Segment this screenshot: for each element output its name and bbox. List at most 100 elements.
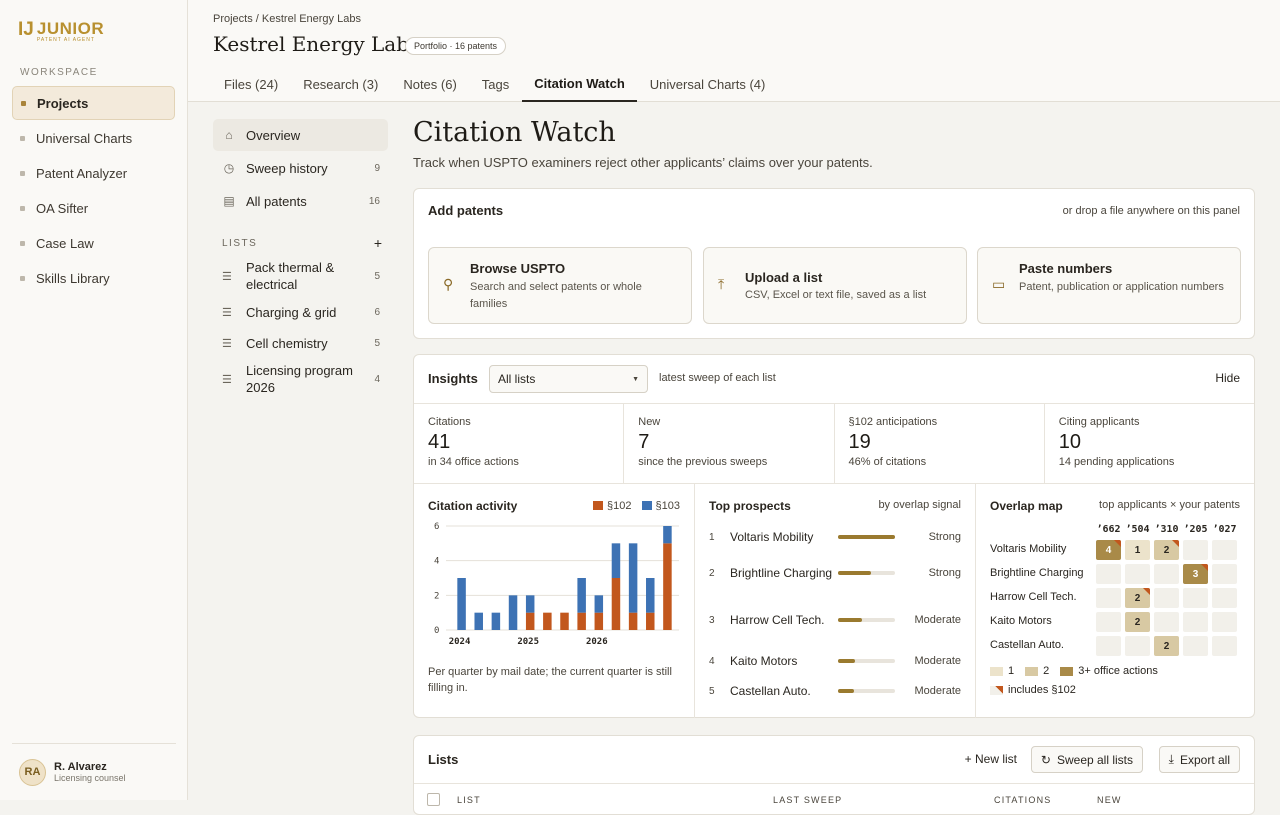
prospect-row[interactable]: 5 Castellan Auto. Moderate — [709, 682, 961, 700]
overlap-cell-value: 2 — [1134, 592, 1141, 604]
sweep-all-button[interactable]: ↻ Sweep all lists — [1030, 746, 1143, 773]
102-marker-icon — [1172, 540, 1179, 547]
upload-list-card[interactable]: ⤒ Upload a list CSV, Excel or text file,… — [703, 247, 967, 324]
102-marker-icon — [1143, 588, 1150, 595]
export-all-button[interactable]: ⤓ Export all — [1158, 746, 1240, 773]
list-item-charging-grid[interactable]: ☰ Charging & grid 6 — [213, 300, 388, 324]
column-header[interactable]: NEW — [1097, 795, 1122, 805]
subnav-all-patents[interactable]: ▤ All patents 16 — [213, 185, 388, 217]
subnav-sweep-history[interactable]: ◷ Sweep history 9 — [213, 152, 388, 184]
tab-files[interactable]: Files (24) — [224, 76, 279, 92]
tab-tags[interactable]: Tags — [481, 76, 510, 92]
lists-header: LISTS + — [213, 235, 388, 251]
overlap-cell — [1212, 612, 1237, 632]
prospect-row[interactable]: 2 Brightline Charging Strong — [709, 564, 961, 582]
tab-notes[interactable]: Notes (6) — [403, 76, 457, 92]
bullet-icon — [20, 240, 25, 246]
overlap-cell[interactable]: 2 — [1125, 588, 1150, 608]
lists-label: LISTS — [222, 237, 258, 249]
card-title: Paste numbers — [1019, 261, 1113, 276]
overlap-cell[interactable]: 1 — [1125, 540, 1150, 560]
102-marker-icon — [1201, 564, 1208, 571]
chevron-down-icon: ▼ — [632, 376, 639, 383]
project-header: Projects / Kestrel Energy Labs Kestrel E… — [188, 0, 1280, 102]
prospect-signal: Strong — [928, 531, 961, 543]
overlap-cell[interactable]: 3 — [1183, 564, 1208, 584]
stat-sub: 46% of citations — [848, 456, 927, 468]
sidebar-item-universal-charts[interactable]: Universal Charts — [12, 121, 175, 155]
list-item-licensing-program[interactable]: ☰ Licensing program 2026 4 — [213, 362, 388, 396]
legend-label: §102 — [607, 500, 632, 512]
stat-102-anticipations: §102 anticipations 19 46% of citations — [835, 404, 1045, 483]
y-tick-label: 6 — [434, 522, 439, 532]
overlap-cell — [1096, 612, 1121, 632]
list-item-label: Cell chemistry — [246, 335, 328, 351]
workspace-nav: Projects Universal Charts Patent Analyze… — [12, 86, 175, 296]
overlap-cell[interactable]: 4 — [1096, 540, 1121, 560]
column-header[interactable]: LIST — [457, 795, 481, 805]
hide-insights-button[interactable]: Hide — [1215, 371, 1240, 385]
legend-item-102: §102 — [593, 500, 632, 512]
clipboard-icon: ▭ — [992, 276, 1006, 292]
add-patents-title: Add patents — [428, 203, 504, 218]
user-profile[interactable]: RA R. Alvarez Licensing counsel — [12, 743, 176, 800]
sidebar-item-patent-analyzer[interactable]: Patent Analyzer — [12, 156, 175, 190]
stat-value: 10 — [1058, 431, 1081, 453]
breadcrumb[interactable]: Projects / Kestrel Energy Labs — [213, 13, 361, 25]
column-header[interactable]: CITATIONS — [994, 795, 1052, 805]
prospect-row[interactable]: 3 Harrow Cell Tech. Moderate — [709, 611, 961, 629]
add-list-button[interactable]: + — [373, 235, 382, 251]
select-value: All lists — [498, 372, 536, 386]
list-item-pack-thermal[interactable]: ☰ Pack thermal & electrical 5 — [213, 259, 388, 293]
stat-label: New — [638, 416, 661, 428]
sidebar-item-projects[interactable]: Projects — [12, 86, 175, 120]
overlap-cell-value: 2 — [1163, 640, 1170, 652]
overlap-cell — [1096, 636, 1121, 656]
bar-102 — [628, 612, 638, 630]
legend-swatch — [641, 501, 652, 510]
list-filter-select[interactable]: All lists ▼ — [489, 365, 648, 393]
sidebar-item-case-law[interactable]: Case Law — [12, 226, 175, 260]
tab-universal-charts[interactable]: Universal Charts (4) — [649, 76, 766, 92]
column-header[interactable]: LAST SWEEP — [773, 795, 843, 805]
stat-sub: in 34 office actions — [428, 456, 519, 468]
tab-research[interactable]: Research (3) — [303, 76, 379, 92]
junior-logo[interactable]: IJ JUNIOR PATENT AI AGENT — [18, 20, 104, 44]
project-title: Kestrel Energy Labs — [213, 32, 420, 56]
add-patents-panel[interactable]: Add patents or drop a file anywhere on t… — [413, 188, 1255, 339]
overlap-cell-value: 3 — [1192, 568, 1199, 580]
subnav-overview[interactable]: ⌂ Overview — [213, 119, 388, 151]
prospect-row[interactable]: 4 Kaito Motors Moderate — [709, 652, 961, 670]
new-list-button[interactable]: + New list — [964, 752, 1017, 766]
prospect-name: Voltaris Mobility — [730, 530, 814, 544]
overlap-cell[interactable]: 2 — [1154, 540, 1179, 560]
browse-uspto-card[interactable]: ⚲ Browse USPTO Search and select patents… — [428, 247, 692, 324]
workspace-label: WORKSPACE — [20, 67, 98, 78]
sidebar-item-oa-sifter[interactable]: OA Sifter — [12, 191, 175, 225]
bar-102 — [560, 612, 569, 630]
prospect-rank: 4 — [709, 655, 715, 667]
legend-label: 1 — [1008, 665, 1015, 677]
overlap-cell[interactable]: 2 — [1125, 612, 1150, 632]
overlap-cell — [1183, 588, 1208, 608]
list-item-label: Pack thermal & electrical — [246, 260, 335, 292]
sidebar-item-skills-library[interactable]: Skills Library — [12, 261, 175, 295]
card-description: CSV, Excel or text file, saved as a list — [745, 289, 927, 301]
legend-label: includes §102 — [1008, 684, 1076, 696]
card-description: Patent, publication or application numbe… — [1019, 281, 1224, 293]
overlap-column-header: ’027 — [1212, 524, 1237, 535]
tab-citation-watch[interactable]: Citation Watch — [522, 66, 637, 102]
stat-value: 19 — [848, 431, 871, 453]
bullet-icon — [20, 135, 25, 141]
avatar: RA — [19, 758, 46, 786]
overlap-cell — [1212, 636, 1237, 656]
list-item-cell-chemistry[interactable]: ☰ Cell chemistry 5 — [213, 331, 388, 355]
card-title: Browse USPTO — [470, 261, 566, 276]
list-icon: ☰ — [222, 270, 232, 283]
overlap-cell[interactable]: 2 — [1154, 636, 1179, 656]
prospect-row[interactable]: 1 Voltaris Mobility Strong — [709, 528, 961, 546]
sidebar: IJ JUNIOR PATENT AI AGENT WORKSPACE Proj… — [0, 0, 188, 800]
citation-activity-chart: 0 2 4 6 2024 2025 2026 — [434, 522, 679, 647]
paste-numbers-card[interactable]: ▭ Paste numbers Patent, publication or a… — [977, 247, 1241, 324]
y-tick-label: 2 — [434, 591, 439, 601]
